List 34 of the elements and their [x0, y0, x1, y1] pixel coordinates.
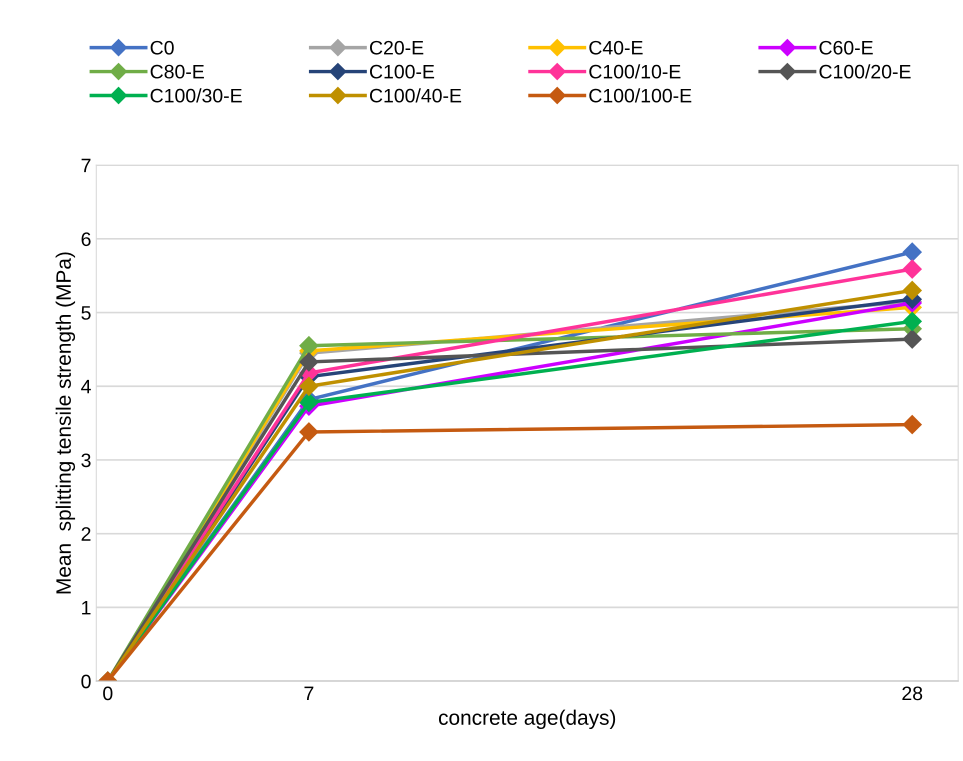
- point: [902, 330, 922, 349]
- point: [299, 352, 318, 372]
- legend-label: C100-E: [370, 64, 434, 79]
- x-axis-title: concrete age(days): [438, 710, 616, 730]
- legend-label: C100/100-E: [589, 88, 692, 103]
- y-tick-label: 1: [82, 601, 90, 614]
- point: [902, 242, 922, 262]
- legend-label: C100/20-E: [819, 64, 911, 79]
- y-tick-label: 3: [81, 453, 91, 468]
- point: [299, 336, 318, 356]
- x-tick-label: 7: [304, 686, 314, 700]
- x-tick-label: 28: [902, 686, 922, 700]
- legend-label: C0: [150, 40, 174, 55]
- y-tick-label: 2: [82, 527, 90, 541]
- legend-label: C100/40-E: [370, 88, 462, 103]
- legend-label: C60-E: [819, 40, 873, 55]
- y-axis-title: Mean splitting tensile strength (MPa): [56, 252, 76, 594]
- point: [902, 415, 922, 434]
- point: [299, 422, 318, 442]
- legend-label: C100/30-E: [150, 88, 242, 103]
- y-tick-label: 7: [82, 158, 90, 172]
- point: [299, 392, 318, 412]
- x-tick-label: 0: [103, 686, 112, 700]
- legend-label: C80-E: [150, 64, 204, 79]
- point: [902, 312, 922, 331]
- legend-label: C20-E: [370, 40, 424, 55]
- legend-label: C40-E: [589, 40, 643, 55]
- point: [902, 280, 922, 300]
- y-tick-label: 0: [81, 674, 91, 688]
- y-tick-label: 5: [81, 306, 91, 320]
- y-tick-label: 4: [81, 380, 91, 394]
- point: [902, 260, 922, 279]
- y-tick-label: 6: [82, 232, 91, 246]
- legend-label: C100/10-E: [589, 64, 680, 79]
